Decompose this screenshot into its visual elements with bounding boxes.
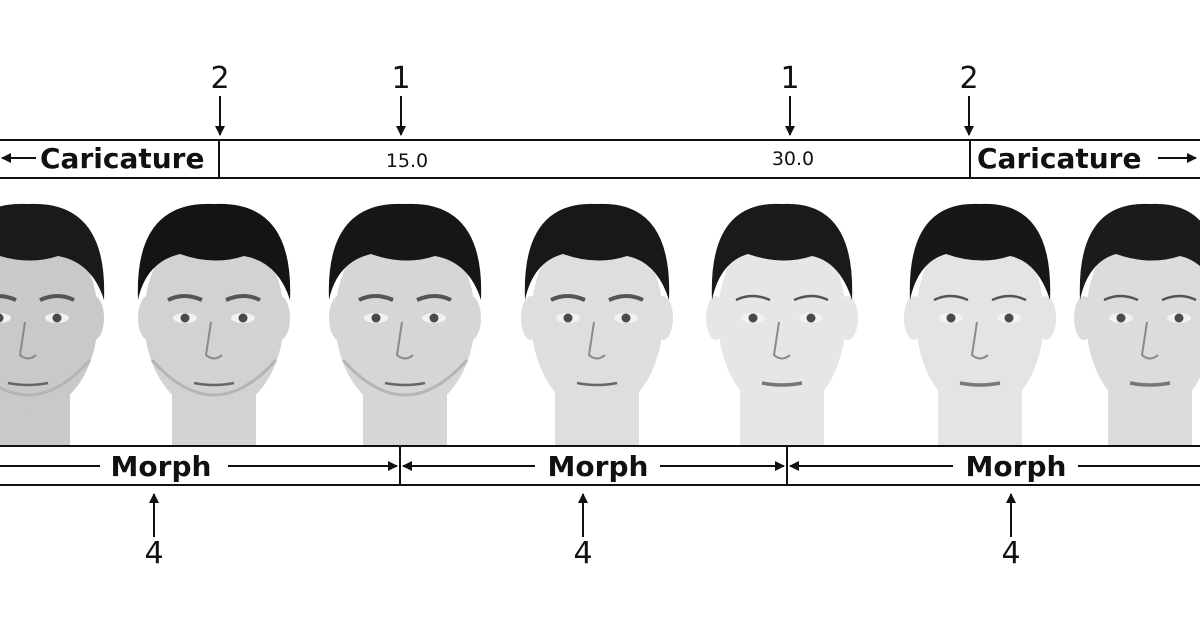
face-portrait: [0, 203, 105, 445]
face-portrait: [706, 203, 858, 445]
top-marker-label: 2: [210, 61, 229, 96]
top-band: Caricature 15.0 30.0 Caricature: [0, 139, 1200, 179]
top-marker-label: 1: [780, 61, 799, 96]
bottom-marker-label: 4: [1001, 536, 1020, 571]
top-band-value: 30.0: [772, 148, 814, 170]
bottom-marker-label: 4: [573, 536, 592, 571]
face-portrait: [904, 203, 1056, 445]
face-strip: [0, 203, 1200, 445]
morph-label: Morph: [966, 450, 1067, 483]
morph-label: Morph: [548, 450, 649, 483]
face-portrait: [521, 203, 673, 445]
face-portrait: [137, 203, 291, 445]
top-marker-label: 1: [391, 61, 410, 96]
face-portrait: [328, 203, 482, 445]
bottom-band: Morph Morph Morph: [0, 445, 1200, 486]
top-marker-label: 2: [959, 61, 978, 96]
top-band-value: 15.0: [386, 150, 428, 172]
face-portrait: [1074, 203, 1200, 445]
bottom-marker-label: 4: [144, 536, 163, 571]
caricature-right-label: Caricature: [977, 142, 1141, 175]
caricature-left-label: Caricature: [40, 142, 204, 175]
morph-label: Morph: [111, 450, 212, 483]
